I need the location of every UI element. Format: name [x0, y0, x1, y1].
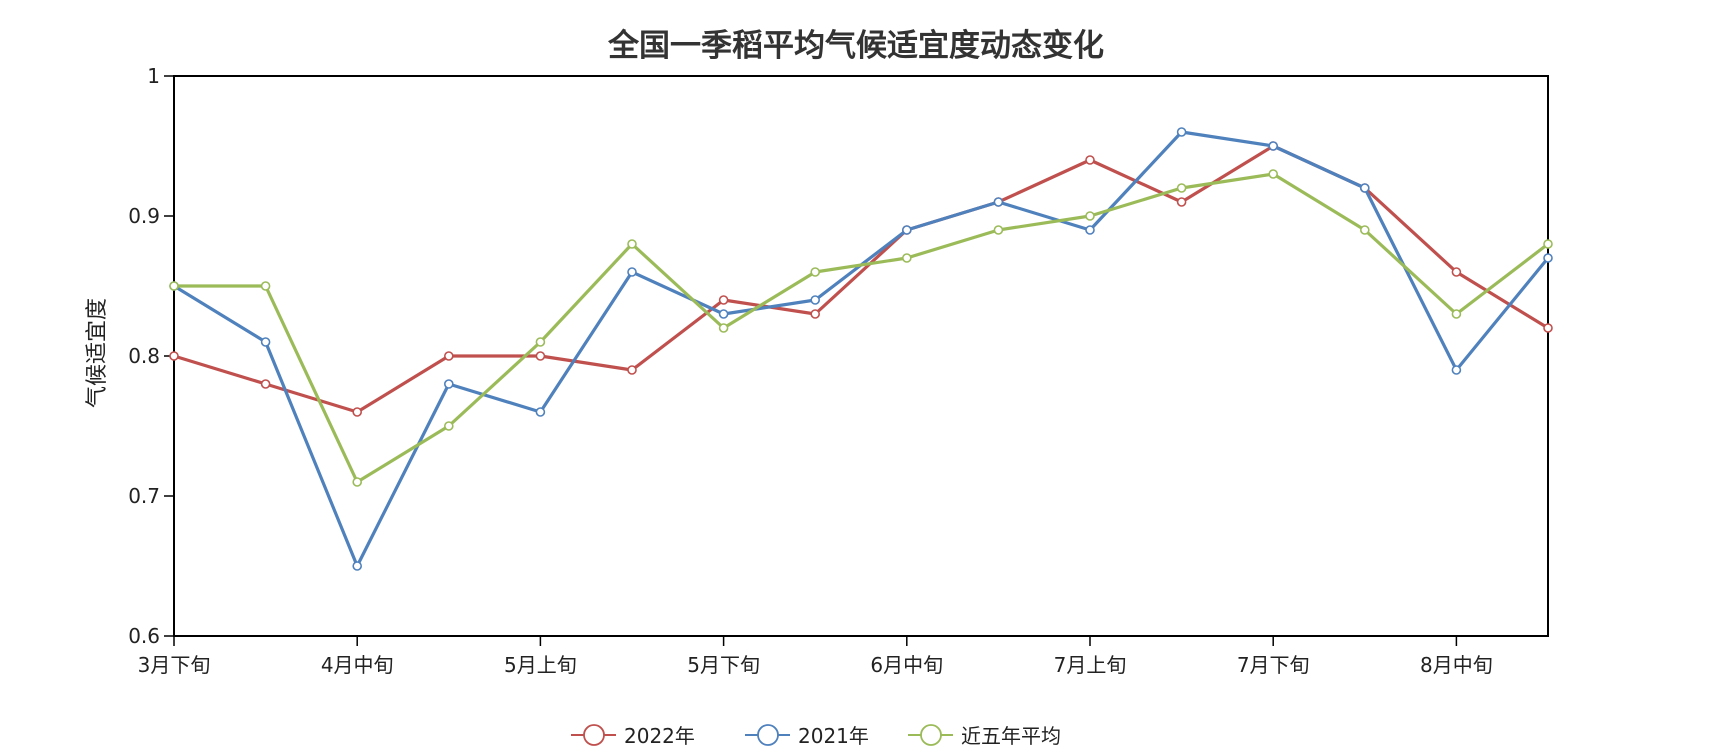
- legend-marker: [920, 724, 942, 746]
- x-tick-label: 6月中旬: [870, 653, 943, 677]
- data-point: [1543, 239, 1553, 249]
- x-tick-label: 7月上旬: [1054, 653, 1127, 677]
- data-point: [535, 337, 546, 347]
- data-point: [627, 267, 637, 277]
- data-point: [1176, 197, 1187, 207]
- chart-title: 全国一季稻平均气候适宜度动态变化: [607, 28, 1104, 64]
- data-point: [718, 295, 729, 305]
- data-point: [260, 337, 271, 347]
- x-tick-label: 5月下旬: [687, 653, 760, 677]
- data-point: [352, 477, 363, 487]
- data-point: [260, 379, 271, 389]
- data-point: [1451, 267, 1462, 277]
- data-point: [1176, 183, 1187, 193]
- data-point: [1268, 169, 1278, 179]
- data-point: [901, 225, 912, 235]
- legend: 2022年 2021年 近五年平均: [571, 724, 1061, 748]
- legend-item-2: 2021年: [745, 724, 869, 748]
- data-point: [443, 421, 454, 431]
- x-tick-label: 5月上旬: [504, 653, 577, 677]
- legend-label: 2022年: [624, 724, 695, 748]
- data-point: [1085, 155, 1095, 165]
- data-point: [993, 197, 1004, 207]
- data-point: [901, 253, 912, 263]
- data-point: [535, 351, 546, 361]
- data-point: [718, 309, 729, 319]
- legend-item-3: 近五年平均: [908, 724, 1061, 748]
- x-tick-label: 7月下旬: [1237, 653, 1310, 677]
- data-point: [1451, 309, 1462, 319]
- series-line: [173, 130, 1550, 568]
- y-axis-label: 气候适宜度: [85, 298, 110, 408]
- y-tick-label: 1: [147, 64, 160, 88]
- legend-label: 近五年平均: [961, 724, 1061, 748]
- data-point: [810, 295, 821, 305]
- data-point: [1360, 225, 1370, 235]
- y-tick-label: 0.7: [128, 484, 160, 508]
- x-tick-label: 4月中旬: [321, 653, 394, 677]
- data-point: [627, 239, 637, 249]
- x-tick-label: 3月下旬: [138, 653, 211, 677]
- series-line: [173, 144, 1549, 414]
- series-3: [169, 169, 1553, 487]
- data-point: [718, 323, 729, 333]
- legend-marker: [583, 724, 605, 746]
- data-point: [1176, 127, 1187, 137]
- data-point: [352, 561, 363, 571]
- y-tick-label: 0.8: [128, 344, 160, 368]
- data-point: [260, 281, 271, 291]
- y-tick-label: 0.6: [128, 624, 160, 648]
- data-point: [535, 407, 546, 417]
- x-tick-label: 8月中旬: [1420, 653, 1493, 677]
- series-line: [174, 172, 1549, 484]
- data-point: [352, 407, 363, 417]
- series-1: [169, 141, 1553, 417]
- legend-item-1: 2022年: [571, 724, 695, 748]
- series-2: [169, 127, 1553, 571]
- data-point: [1085, 211, 1095, 221]
- legend-marker: [757, 724, 779, 746]
- data-point: [810, 267, 821, 277]
- data-point: [1268, 141, 1278, 151]
- data-point: [1360, 183, 1370, 193]
- y-tick-label: 0.9: [128, 204, 160, 228]
- data-point: [443, 379, 454, 389]
- data-point: [810, 309, 821, 319]
- data-point: [169, 351, 179, 361]
- data-point: [1543, 253, 1553, 263]
- data-point: [443, 351, 454, 361]
- legend-label: 2021年: [798, 724, 869, 748]
- data-point: [993, 225, 1004, 235]
- data-point: [1451, 365, 1462, 375]
- data-point: [1543, 323, 1553, 333]
- data-point: [169, 281, 179, 291]
- data-point: [627, 365, 637, 375]
- plot-area: 0.6 0.7 0.8 0.9 1 3月下旬 4月中旬 5月上旬 5月下旬 6月中旬 7月上旬 7月下…: [128, 64, 1553, 677]
- plot-frame: [173, 75, 1549, 637]
- data-point: [1085, 225, 1095, 235]
